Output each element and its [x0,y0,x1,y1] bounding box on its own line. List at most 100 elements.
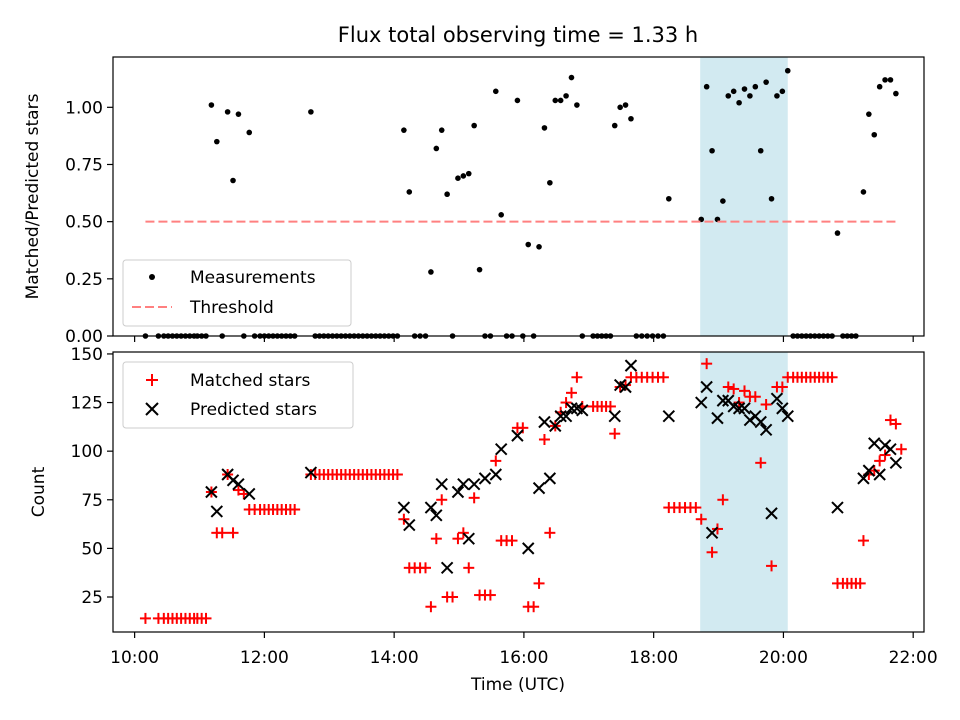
measurement-point [208,102,215,108]
predicted-star-point [743,413,757,427]
matched-star-point [722,381,734,393]
measurement-point [774,93,780,99]
y-tick-label: 125 [71,394,103,414]
matched-star-point [868,465,880,477]
bottom-legend-box [122,361,354,429]
matched-star-point [854,577,866,589]
matched-star-point [895,443,907,455]
measurement-point [709,147,715,154]
predicted-star-point [424,501,438,514]
measurement-point [882,77,888,83]
predicted-star-point [576,404,589,417]
predicted-star-point [608,409,621,423]
measurement-point [444,191,450,198]
matched-star-point [749,391,761,403]
matched-star-point [565,387,577,399]
predicted-star-point [776,402,789,415]
predicted-star-point [662,409,676,423]
matched-star-point [289,504,301,515]
predicted-star-point [732,402,746,415]
measurement-point [433,145,440,152]
measurement-point [866,111,872,117]
legend-matched-label: Matched stars [190,371,310,391]
predicted-star-point [549,419,562,433]
bottom-highlight-span [700,352,788,632]
predicted-star-point [884,443,897,456]
bottom-legend: Matched stars Predicted stars [122,361,354,429]
y-tick-label: 75 [81,491,103,511]
predicted-star-point [862,464,876,477]
top-axes-frame [112,56,925,337]
predicted-star-point [695,396,708,409]
measurement-point [622,102,629,108]
measurement-point [763,79,769,85]
matched-star-point [614,381,626,393]
predicted-star-point [554,409,567,423]
highlight-span-rect [700,352,788,632]
measurement-point [611,122,618,129]
predicted-star-point [857,472,870,485]
predicted-star-point [765,507,778,520]
predicted-star-point [868,437,881,450]
measurement-point [768,195,775,202]
matched-star-point [571,371,583,383]
measurement-point [747,93,753,99]
y-tick-label: 100 [71,442,103,462]
measurement-point [514,97,521,104]
x-tick-label: 20:00 [759,648,808,668]
chart-title: Flux total observing time = 1.33 h [338,23,698,47]
matched-star-point [216,527,228,539]
matched-star-point [604,400,616,412]
predicted-star-point [705,526,719,540]
legend-measurements-label: Measurements [190,268,316,288]
measurement-point [893,90,899,97]
matched-star-point [490,455,502,467]
matched-star-point [879,449,891,461]
bottom-x-ticks: 10:00 12:00 14:00 16:00 18:00 20:00 22:00 [110,632,938,668]
measurement-point [887,77,894,83]
matched-star-point [657,371,669,383]
bottom-panel: 25 50 75 100 125 150 10:00 12:00 14:00 16:00 18:0… [29,345,938,695]
matched-star-point [701,358,713,370]
predicted-star-point [624,359,638,372]
bottom-axes-frame [112,351,925,633]
matched-star-point [238,488,250,500]
legend-predicted-label: Predicted stars [190,400,317,420]
top-y-axis-label: Matched/Predicted stars [23,93,43,299]
y-tick-label: 1.00 [65,98,103,118]
matched-star-point [538,434,550,445]
measurement-point [230,177,236,184]
highlight-span-rect [700,57,788,336]
matched-star-point [711,523,723,535]
predicted-star-point [619,380,632,394]
measurement-point [401,127,407,133]
top-legend: Measurements Threshold [122,259,352,327]
predicted-star-point [397,501,411,514]
predicted-star-point [738,402,751,415]
matched-star-point [706,546,718,558]
matched-star-point [447,591,459,603]
measurement-point [752,83,759,90]
top-y-ticks: 0.00 0.25 0.50 0.75 1.00 [65,98,113,347]
matched-star-point [398,513,410,525]
predicted-star-point [781,409,794,423]
matched-star-point [463,562,475,574]
predicted-star-point [435,478,448,491]
measurement-point [557,97,564,104]
measurement-point [465,170,472,177]
y-tick-label: 0.75 [65,155,103,175]
matched-star-point [528,601,540,613]
measurement-point [871,131,878,138]
predicted-star-point [489,468,502,481]
predicted-star-point [831,501,844,514]
matched-star-point [430,533,442,545]
matched-star-point [857,535,869,547]
predicted-star-point [440,561,454,575]
measurement-point [471,122,477,129]
measurement-point [536,244,542,250]
predicted-star-point [770,392,784,405]
measurement-point [720,198,726,204]
predicted-star-point [511,429,524,442]
matched-star-point [560,397,572,409]
